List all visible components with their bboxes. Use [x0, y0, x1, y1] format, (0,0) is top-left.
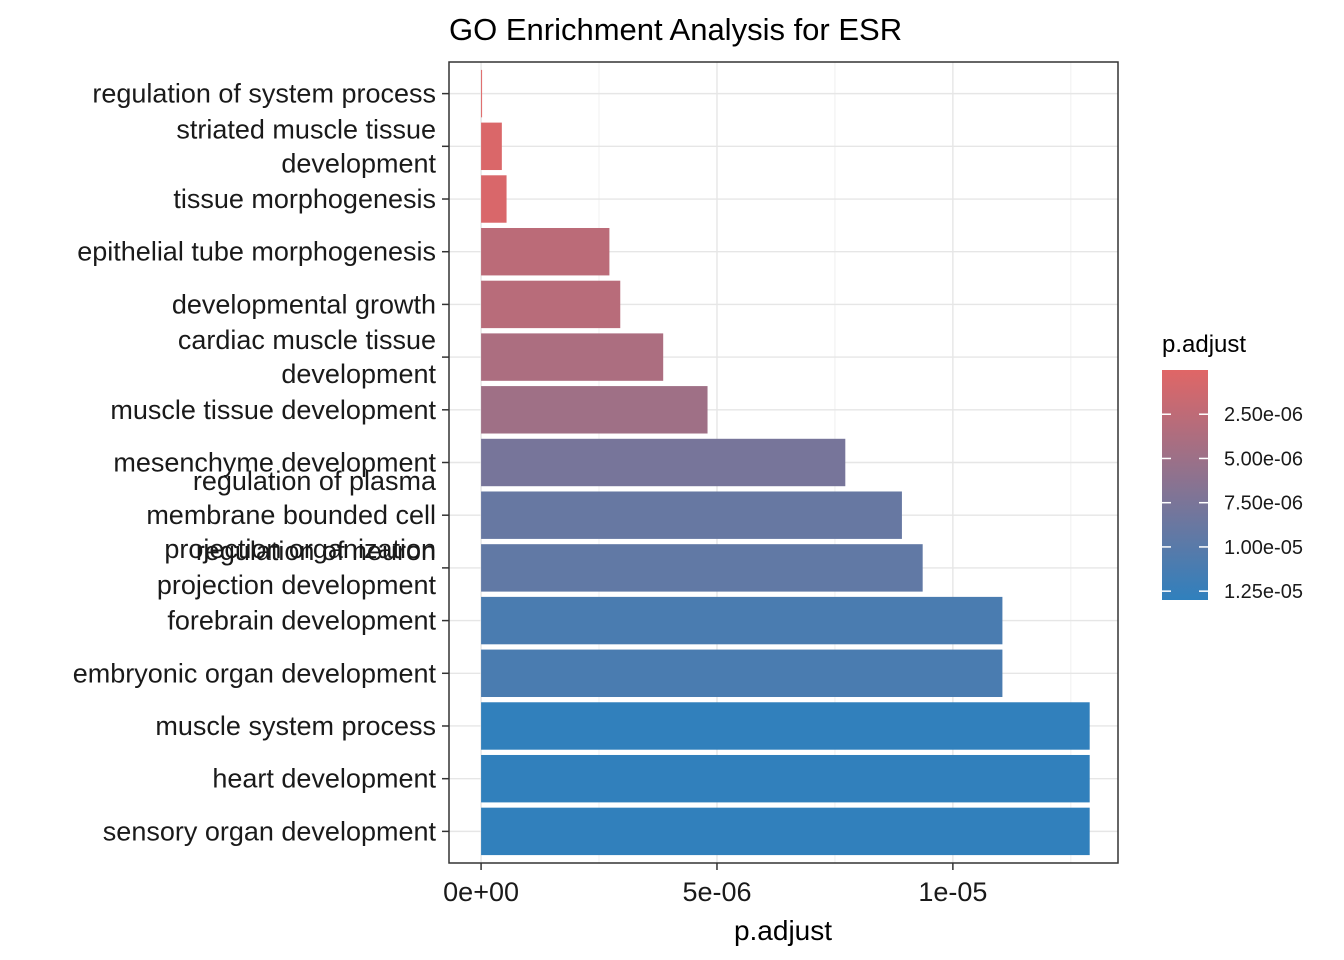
- category-label: regulation of plasma membrane bounded cel…: [146, 466, 437, 564]
- category-label: muscle system process: [155, 711, 436, 741]
- category-label: regulation of neuron projection developme…: [157, 536, 437, 600]
- category-label: cardiac muscle tissue development: [178, 325, 437, 389]
- x-tick-label: 0e+00: [443, 877, 519, 907]
- bar: [481, 333, 664, 381]
- bar: [481, 702, 1090, 750]
- bar: [481, 754, 1090, 803]
- x-tick-label: 5e-06: [682, 877, 751, 907]
- bar: [481, 491, 902, 539]
- category-label: forebrain development: [167, 606, 436, 636]
- category-labels: regulation of system process striated mus…: [73, 79, 449, 846]
- category-label: tissue morphogenesis: [173, 184, 436, 214]
- legend-title: p.adjust: [1162, 331, 1246, 358]
- category-label: heart development: [212, 764, 436, 794]
- x-axis-ticks: 0e+00 5e-06 1e-05: [443, 863, 987, 907]
- legend: p.adjust 2.50e-06 5.00e-06 7.50e-06 1.00e-0…: [1162, 331, 1303, 603]
- bar: [481, 69, 483, 118]
- legend-tick-label: 2.50e-06: [1224, 404, 1303, 426]
- chart-title: GO Enrichment Analysis for ESR: [449, 12, 902, 47]
- bars: [481, 69, 1090, 856]
- category-label: muscle tissue development: [110, 395, 436, 425]
- legend-tick-label: 7.50e-06: [1224, 493, 1303, 515]
- x-tick-label: 1e-05: [918, 877, 987, 907]
- category-label: embryonic organ development: [73, 658, 437, 688]
- bar: [481, 122, 502, 171]
- bar: [481, 438, 846, 487]
- bar: [481, 807, 1090, 856]
- legend-tick-label: 5.00e-06: [1224, 448, 1303, 470]
- x-axis-title: p.adjust: [734, 915, 832, 946]
- bar: [481, 175, 507, 223]
- category-label: developmental growth: [172, 289, 436, 319]
- category-label: epithelial tube morphogenesis: [77, 237, 436, 267]
- bar: [481, 649, 1003, 698]
- legend-colorbar: [1162, 370, 1208, 600]
- category-label: mesenchyme development: [113, 448, 436, 478]
- category-label: regulation of system process: [92, 79, 436, 109]
- bar: [481, 227, 610, 276]
- bar: [481, 544, 923, 592]
- category-label: sensory organ development: [103, 816, 437, 846]
- bar: [481, 386, 708, 434]
- legend-tick-label: 1.25e-05: [1224, 581, 1303, 603]
- category-label: striated muscle tissue development: [176, 114, 436, 178]
- bar: [481, 280, 621, 329]
- legend-tick-label: 1.00e-05: [1224, 537, 1303, 559]
- bar: [481, 596, 1003, 645]
